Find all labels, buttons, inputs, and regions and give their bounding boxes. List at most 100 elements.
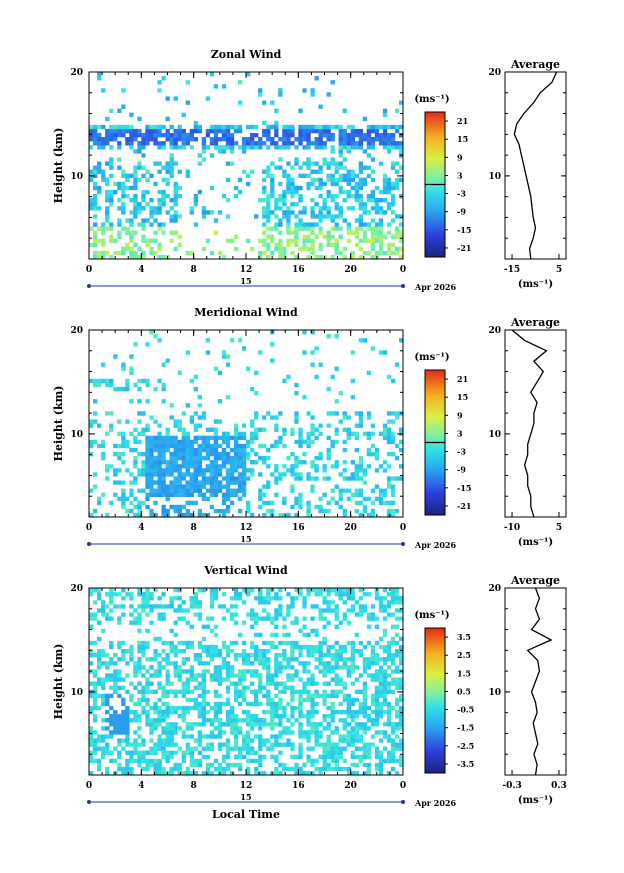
heatmap-cell — [386, 734, 392, 739]
heatmap-cell — [366, 153, 372, 158]
heatmap-cell — [201, 439, 207, 445]
heatmap-cell — [326, 750, 331, 755]
heatmap-cell — [241, 685, 247, 690]
heatmap-cell — [157, 460, 162, 465]
heatmap-cell — [346, 132, 351, 138]
heatmap-cell — [378, 132, 384, 138]
x-tick-label: 20 — [344, 781, 357, 791]
heatmap-cell — [213, 596, 219, 601]
heatmap-cell — [233, 673, 239, 678]
heatmap-cell — [378, 693, 384, 699]
heatmap-cell — [262, 718, 267, 723]
heatmap-cell — [342, 157, 347, 162]
heatmap-cell — [354, 665, 360, 670]
heatmap-cell — [165, 714, 170, 719]
heatmap-cell — [121, 730, 126, 735]
heatmap-cell — [290, 128, 295, 134]
heatmap-cell — [314, 435, 319, 441]
heatmap-cell — [334, 624, 339, 629]
heatmap-cell — [346, 169, 351, 174]
heatmap-cell — [290, 504, 295, 510]
heatmap-cell — [101, 254, 106, 260]
heatmap-cell — [121, 604, 126, 609]
heatmap-cell — [129, 218, 134, 223]
heatmap-cell — [370, 230, 376, 235]
heatmap-cell — [394, 250, 400, 256]
heatmap-cell — [366, 226, 372, 231]
heatmap-cell — [129, 246, 134, 252]
heatmap-cell — [358, 145, 364, 150]
heatmap-cell — [290, 657, 295, 662]
heatmap-cell — [306, 738, 311, 743]
heatmap-cell — [342, 246, 347, 252]
heatmap-cell — [173, 202, 178, 207]
heatmap-cell — [193, 673, 198, 678]
heatmap-cell — [382, 632, 388, 638]
heatmap-cell — [346, 669, 351, 674]
heatmap-cell — [302, 222, 307, 227]
heatmap-cell — [354, 508, 360, 514]
heatmap-cell — [221, 439, 227, 445]
heatmap-cell — [149, 620, 154, 625]
heatmap-cell — [93, 705, 98, 711]
heatmap-cell — [354, 714, 360, 719]
heatmap-cell — [201, 476, 207, 481]
heatmap-cell — [117, 185, 122, 191]
heatmap-cell — [366, 770, 372, 776]
heatmap-cell — [314, 681, 319, 686]
heatmap-cell — [322, 701, 327, 707]
heatmap-cell — [205, 238, 211, 244]
heatmap-cell — [125, 177, 130, 183]
x-tick-label: 0 — [86, 523, 92, 533]
heatmap-cell — [382, 137, 388, 142]
heatmap-cell — [229, 714, 235, 719]
heatmap-cell — [386, 439, 392, 445]
heatmap-cell — [346, 141, 351, 146]
heatmap-cell — [254, 697, 259, 703]
heatmap-cell — [282, 624, 287, 629]
heatmap-cell — [294, 657, 299, 662]
heatmap-cell — [298, 648, 303, 654]
heatmap-cell — [221, 604, 227, 609]
heatmap-cell — [173, 198, 178, 203]
heatmap-cell — [266, 234, 271, 239]
heatmap-cell — [213, 468, 219, 473]
heatmap-cell — [145, 464, 150, 469]
heatmap-cell — [398, 616, 404, 621]
x-tick-label: 0 — [86, 781, 92, 791]
heatmap-cell — [330, 242, 335, 248]
heatmap-cell — [93, 750, 98, 755]
heatmap-cell — [89, 693, 94, 699]
heatmap-cell — [217, 730, 223, 735]
heatmap-cell — [350, 460, 355, 465]
heatmap-cell — [338, 214, 343, 219]
heatmap-cell — [262, 754, 267, 760]
date-label: Apr 2026 — [414, 540, 457, 550]
heatmap-cell — [358, 746, 364, 751]
heatmap-cell — [169, 137, 174, 142]
heatmap-cell — [117, 718, 122, 723]
heatmap-cell — [350, 640, 355, 646]
heatmap-cell — [366, 431, 372, 436]
heatmap-cell — [193, 701, 198, 707]
heatmap-cell — [358, 468, 364, 473]
heatmap-cell — [161, 472, 166, 477]
heatmap-cell — [109, 378, 114, 384]
heatmap-cell — [117, 250, 122, 256]
heatmap-cell — [161, 177, 166, 183]
heatmap-cell — [153, 726, 158, 731]
heatmap-cell — [270, 161, 275, 166]
heatmap-cell — [113, 137, 118, 142]
heatmap-cell — [386, 612, 392, 617]
heatmap-cell — [350, 472, 355, 477]
heatmap-cell — [149, 447, 154, 453]
y-tick-label: 20 — [70, 68, 83, 78]
heatmap-cell — [346, 673, 351, 678]
heatmap-cell — [294, 137, 299, 142]
heatmap-cell — [241, 689, 247, 694]
heatmap-cell — [149, 206, 154, 211]
heatmap-cell — [141, 705, 146, 711]
heatmap-cell — [382, 141, 388, 146]
heatmap-cell — [334, 165, 339, 170]
heatmap-cell — [205, 496, 211, 502]
